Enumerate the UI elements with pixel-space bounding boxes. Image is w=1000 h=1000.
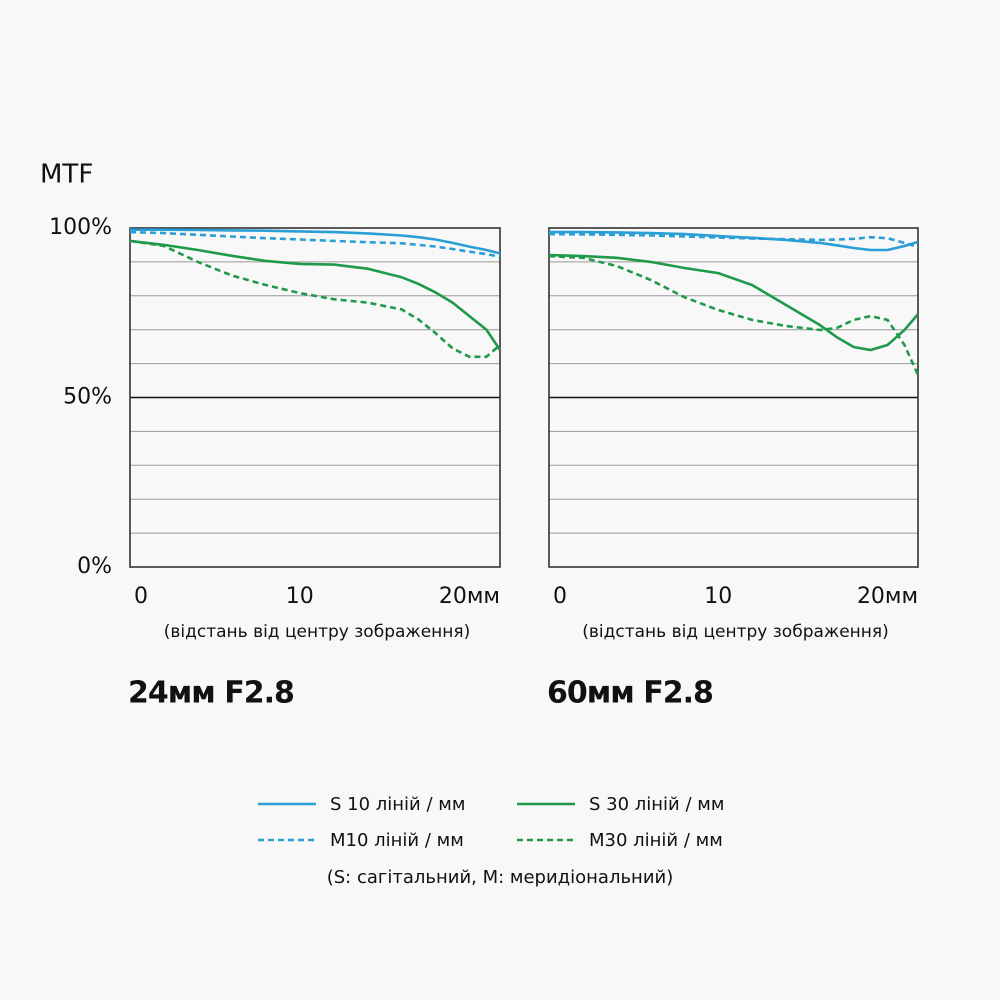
y-tick-label: 100% <box>49 215 112 240</box>
x-tick-label: 20мм <box>857 584 918 609</box>
series-line <box>129 239 502 351</box>
x-axis-title: (відстань від центру зображення) <box>164 622 471 642</box>
x-tick-label: 0 <box>134 584 148 609</box>
plot-frame <box>129 227 501 568</box>
legend-label: S 30 ліній / мм <box>589 794 724 815</box>
y-tick-label: 50% <box>63 385 112 410</box>
series-line <box>548 253 919 352</box>
y-axis-title: MTF <box>40 160 93 190</box>
chart-title: 60мм F2.8 <box>547 676 713 711</box>
x-tick-label: 10 <box>286 584 314 609</box>
series-line <box>130 228 501 255</box>
x-tick-label: 0 <box>553 584 567 609</box>
y-tick-label: 0% <box>77 554 112 579</box>
x-axis-title: (відстань від центру зображення) <box>582 622 889 642</box>
series-line <box>549 230 919 252</box>
series-line <box>129 239 501 359</box>
series-line <box>129 230 501 259</box>
legend-note: (S: сагітальний, M: меридіональний) <box>327 867 674 888</box>
legend-label: M10 ліній / мм <box>330 830 464 851</box>
legend-label: S 10 ліній / мм <box>330 794 465 815</box>
x-tick-label: 20мм <box>439 584 500 609</box>
chart-title: 24мм F2.8 <box>128 676 294 711</box>
legend-label: M30 ліній / мм <box>589 830 723 851</box>
plot-frame <box>548 227 919 568</box>
series-line <box>548 232 919 249</box>
x-tick-label: 10 <box>704 584 732 609</box>
series-line <box>548 254 920 376</box>
